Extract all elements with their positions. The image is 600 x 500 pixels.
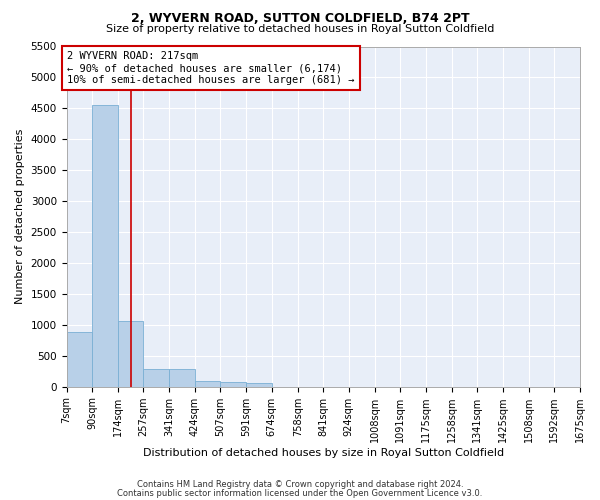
Text: Size of property relative to detached houses in Royal Sutton Coldfield: Size of property relative to detached ho… xyxy=(106,24,494,34)
Bar xyxy=(220,382,247,386)
Text: Contains HM Land Registry data © Crown copyright and database right 2024.: Contains HM Land Registry data © Crown c… xyxy=(137,480,463,489)
Bar xyxy=(195,381,220,386)
Bar xyxy=(67,332,92,386)
Text: 2, WYVERN ROAD, SUTTON COLDFIELD, B74 2PT: 2, WYVERN ROAD, SUTTON COLDFIELD, B74 2P… xyxy=(131,12,469,26)
Bar xyxy=(247,384,272,386)
X-axis label: Distribution of detached houses by size in Royal Sutton Coldfield: Distribution of detached houses by size … xyxy=(143,448,504,458)
Y-axis label: Number of detached properties: Number of detached properties xyxy=(15,129,25,304)
Bar xyxy=(92,104,118,386)
Bar xyxy=(118,321,143,386)
Text: Contains public sector information licensed under the Open Government Licence v3: Contains public sector information licen… xyxy=(118,489,482,498)
Text: 2 WYVERN ROAD: 217sqm
← 90% of detached houses are smaller (6,174)
10% of semi-d: 2 WYVERN ROAD: 217sqm ← 90% of detached … xyxy=(67,52,355,84)
Bar xyxy=(169,369,195,386)
Bar xyxy=(143,369,169,386)
